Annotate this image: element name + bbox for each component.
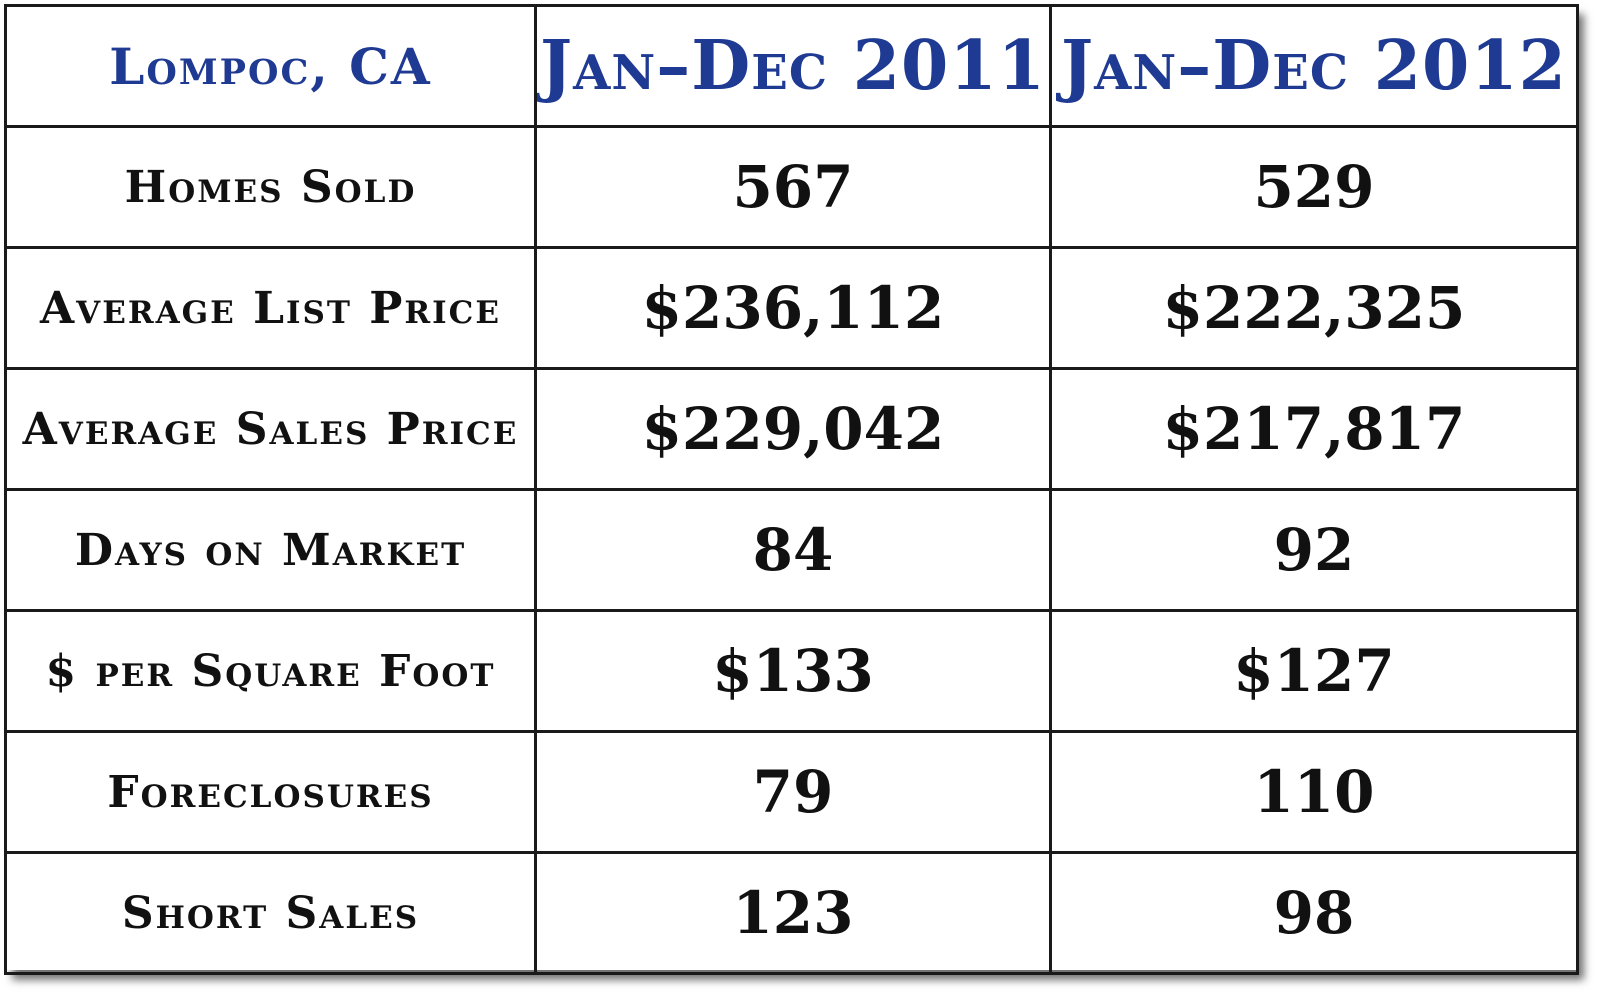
location-header: Lompoc, CA <box>4 4 537 128</box>
market-stats-card: Lompoc, CA Jan–Dec 2011 Jan–Dec 2012 Hom… <box>4 4 1579 975</box>
table-row: Days on Market 84 92 <box>4 488 1579 612</box>
row-label: Average Sales Price <box>4 367 537 491</box>
market-stats-table: Lompoc, CA Jan–Dec 2011 Jan–Dec 2012 Hom… <box>4 4 1579 975</box>
header-row: Lompoc, CA Jan–Dec 2011 Jan–Dec 2012 <box>4 4 1579 128</box>
row-label: Short Sales <box>4 851 537 975</box>
table-row: $ per Square Foot $133 $127 <box>4 609 1579 733</box>
value-2012: $127 <box>1049 609 1579 733</box>
table-row: Foreclosures 79 110 <box>4 730 1579 854</box>
value-2012: $217,817 <box>1049 367 1579 491</box>
row-label: Foreclosures <box>4 730 537 854</box>
period-header-2012: Jan–Dec 2012 <box>1049 4 1579 128</box>
value-2012: 110 <box>1049 730 1579 854</box>
table-row: Average Sales Price $229,042 $217,817 <box>4 367 1579 491</box>
table-row: Average List Price $236,112 $222,325 <box>4 246 1579 370</box>
value-2011: 567 <box>534 125 1052 249</box>
value-2011: 84 <box>534 488 1052 612</box>
value-2012: 529 <box>1049 125 1579 249</box>
value-2011: 123 <box>534 851 1052 975</box>
value-2011: 79 <box>534 730 1052 854</box>
value-2011: $236,112 <box>534 246 1052 370</box>
value-2012: 98 <box>1049 851 1579 975</box>
row-label: Days on Market <box>4 488 537 612</box>
table-row: Short Sales 123 98 <box>4 851 1579 975</box>
value-2011: $229,042 <box>534 367 1052 491</box>
value-2011: $133 <box>534 609 1052 733</box>
period-header-2011: Jan–Dec 2011 <box>534 4 1052 128</box>
row-label: Homes Sold <box>4 125 537 249</box>
table-row: Homes Sold 567 529 <box>4 125 1579 249</box>
row-label: $ per Square Foot <box>4 609 537 733</box>
value-2012: 92 <box>1049 488 1579 612</box>
value-2012: $222,325 <box>1049 246 1579 370</box>
row-label: Average List Price <box>4 246 537 370</box>
